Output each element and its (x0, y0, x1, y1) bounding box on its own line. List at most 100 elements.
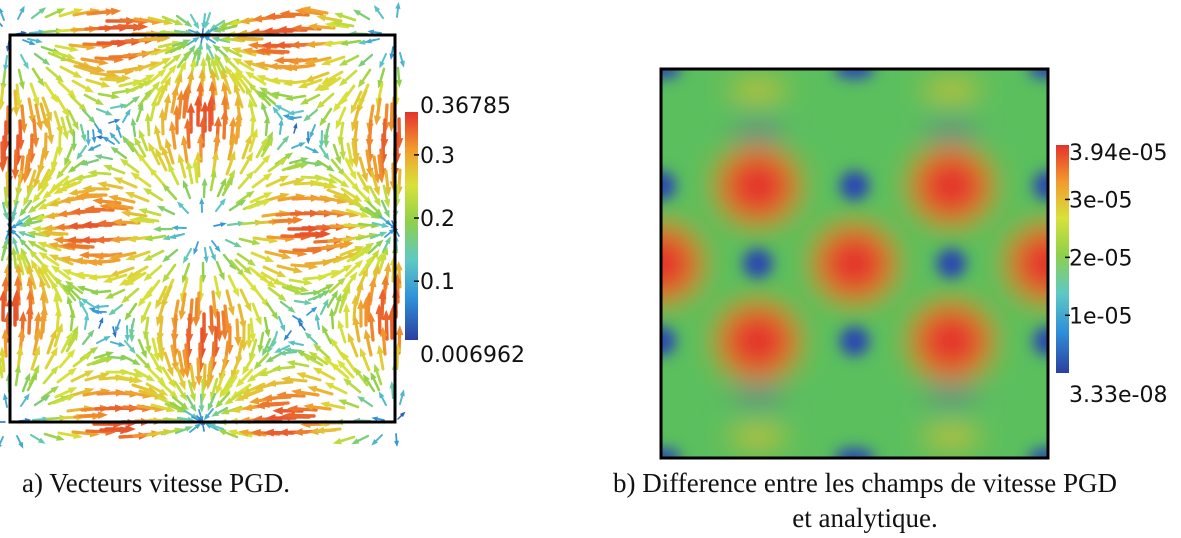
velocity-arrowhead (92, 304, 100, 310)
velocity-arrowhead (342, 264, 353, 273)
velocity-arrowhead (177, 201, 184, 209)
velocity-arrowhead (322, 289, 331, 297)
velocity-arrowhead (73, 257, 84, 265)
velocity-arrowhead (320, 229, 331, 238)
colorbar-b-tick-label: 1e-05 (1069, 304, 1132, 329)
velocity-arrowhead (92, 258, 103, 266)
velocity-arrowhead (95, 65, 106, 73)
velocity-vector-plot: 0.36785 0.3 0.2 0.1 0.006962 (0, 2, 525, 449)
velocity-arrowhead (253, 361, 262, 370)
velocity-arrowhead (0, 101, 5, 111)
velocity-arrowhead (267, 280, 277, 289)
velocity-arrowhead (192, 47, 199, 56)
velocity-arrowhead (205, 100, 214, 111)
velocity-arrowhead (20, 251, 27, 261)
velocity-arrowhead (259, 47, 270, 56)
velocity-arrowhead (373, 363, 380, 373)
velocity-arrowhead (199, 116, 208, 127)
velocity-arrowhead (264, 329, 271, 338)
velocity-arrowhead (67, 387, 78, 394)
velocity-arrowhead (395, 260, 403, 271)
velocity-arrowhead (156, 83, 164, 94)
velocity-arrowhead (182, 368, 191, 379)
velocity-arrowhead (395, 2, 401, 9)
velocity-arrowhead (150, 97, 158, 107)
panel-b-difference-field: 3.94e-05 3e-05 2e-05 1e-05 3.33e-08 (560, 0, 1181, 538)
velocity-arrowhead (94, 154, 103, 160)
velocity-arrowhead (37, 202, 48, 210)
velocity-arrowhead (293, 266, 303, 274)
velocity-arrowhead (312, 367, 323, 375)
velocity-arrowhead (72, 121, 79, 131)
velocity-arrowhead (32, 364, 40, 374)
velocity-arrowhead (314, 83, 324, 92)
velocity-arrowhead (247, 258, 256, 267)
velocity-arrowhead (42, 58, 51, 66)
velocity-arrowhead (80, 160, 89, 166)
velocity-arrowhead (87, 329, 95, 338)
velocity-arrowhead (312, 343, 322, 352)
velocity-arrowhead (99, 203, 110, 211)
velocity-arrowhead (66, 53, 76, 60)
velocity-arrowhead (349, 170, 357, 181)
velocity-arrowhead (183, 50, 191, 59)
velocity-arrowhead (316, 100, 325, 110)
velocity-arrowhead (18, 310, 27, 322)
velocity-arrowhead (228, 19, 239, 27)
velocity-arrowhead (218, 272, 225, 281)
velocity-arrowhead (37, 437, 46, 444)
velocity-arrowhead (140, 314, 148, 325)
velocity-arrowhead (320, 58, 331, 66)
velocity-arrowhead (316, 14, 327, 22)
velocity-arrowhead (362, 373, 370, 383)
velocity-arrowhead (182, 179, 189, 189)
velocity-arrowhead (255, 316, 262, 326)
velocity-arrowhead (124, 192, 135, 199)
velocity-arrowhead (179, 392, 188, 402)
velocity-arrowhead (60, 196, 71, 204)
velocity-arrowhead (371, 439, 378, 446)
velocity-arrowhead (340, 180, 350, 188)
field-band (727, 81, 788, 100)
velocity-arrowhead (188, 44, 196, 53)
velocity-arrowhead (23, 61, 29, 70)
velocity-arrowhead (192, 316, 201, 328)
velocity-arrowhead (26, 263, 34, 274)
velocity-arrowhead (297, 81, 308, 89)
velocity-arrowhead (28, 40, 36, 45)
velocity-arrowhead (245, 190, 255, 199)
field-peak (917, 309, 986, 374)
domain-frame (8, 33, 397, 424)
velocity-arrowhead (211, 36, 220, 43)
velocity-arrowhead (22, 220, 31, 227)
velocity-arrowhead (34, 214, 44, 221)
velocity-arrowhead (341, 351, 350, 361)
velocity-arrowhead (242, 47, 253, 55)
field-minimum (742, 248, 773, 279)
velocity-arrowhead (332, 437, 342, 445)
velocity-arrowhead (326, 164, 335, 172)
velocity-arrowhead (189, 58, 197, 68)
velocity-arrowhead (257, 344, 264, 354)
velocity-arrowhead (379, 61, 385, 69)
caption-b-line1: b) Difference entre les champs de vitess… (612, 468, 1118, 498)
field-trough-band (731, 126, 784, 137)
velocity-arrowhead (12, 106, 20, 117)
velocity-arrowhead (251, 238, 261, 246)
velocity-arrowhead (357, 395, 365, 403)
velocity-arrowhead (65, 331, 73, 341)
velocity-arrowhead (339, 151, 346, 161)
velocity-arrowhead (54, 306, 62, 317)
velocity-arrowhead (208, 80, 217, 92)
velocity-arrowhead (60, 255, 71, 264)
velocity-arrowhead (228, 169, 236, 179)
velocity-arrowhead (249, 333, 256, 343)
velocity-arrowhead (298, 142, 306, 148)
velocity-arrowhead (184, 20, 193, 28)
velocity-arrowhead (94, 235, 105, 244)
velocity-arrowhead (21, 173, 30, 184)
velocity-arrowhead (102, 136, 110, 143)
velocity-arrowhead (67, 89, 77, 99)
velocity-arrowhead (62, 269, 72, 276)
velocity-arrowhead (18, 441, 24, 449)
